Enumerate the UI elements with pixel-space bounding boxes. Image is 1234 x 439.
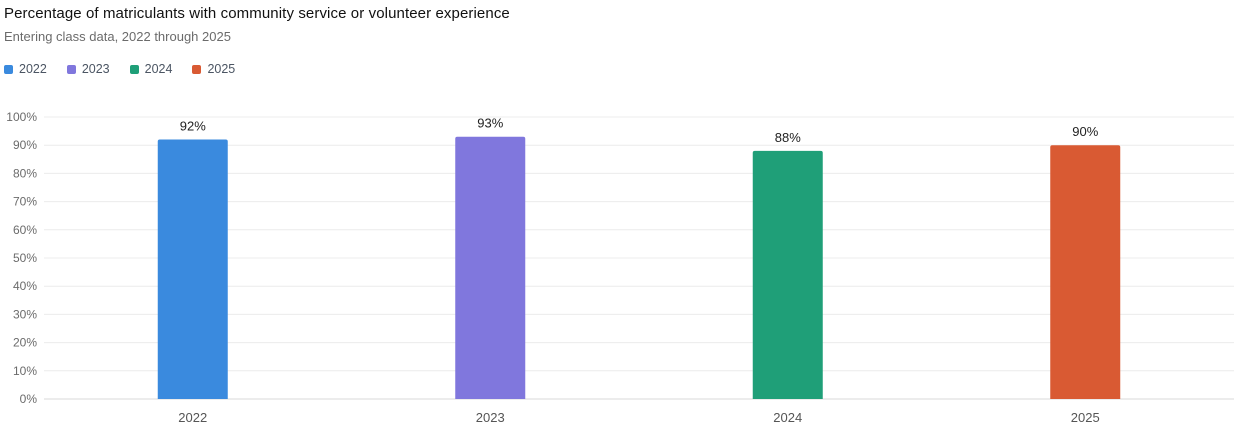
legend-swatch-icon bbox=[4, 64, 13, 74]
x-tick-label: 2022 bbox=[178, 410, 207, 425]
x-tick-label: 2024 bbox=[773, 410, 802, 425]
legend-swatch-icon bbox=[192, 64, 202, 74]
legend-item[interactable]: 2025 bbox=[192, 62, 235, 76]
y-tick-label: 70% bbox=[13, 195, 37, 209]
y-tick-label: 50% bbox=[13, 251, 37, 265]
legend-swatch-icon bbox=[129, 64, 139, 74]
y-tick-label: 30% bbox=[13, 307, 37, 321]
y-tick-label: 80% bbox=[13, 166, 37, 180]
chart-title: Percentage of matriculants with communit… bbox=[4, 5, 510, 22]
bar bbox=[752, 150, 823, 399]
bar bbox=[157, 139, 228, 399]
y-tick-label: 100% bbox=[6, 110, 37, 124]
y-tick-label: 20% bbox=[13, 336, 37, 350]
legend-label: 2025 bbox=[207, 62, 236, 76]
legend-item[interactable]: 2022 bbox=[4, 62, 47, 76]
y-tick-label: 60% bbox=[13, 223, 37, 237]
y-tick-label: 90% bbox=[13, 138, 37, 152]
y-tick-label: 10% bbox=[13, 364, 37, 378]
chart-legend: 2022 2023 2024 2025 bbox=[4, 62, 255, 76]
bar-value-label: 88% bbox=[775, 130, 801, 145]
bar-value-label: 90% bbox=[1072, 124, 1098, 139]
legend-label: 2023 bbox=[81, 62, 110, 76]
chart-subtitle: Entering class data, 2022 through 2025 bbox=[4, 29, 231, 44]
bar bbox=[455, 136, 526, 400]
legend-label: 2022 bbox=[19, 62, 47, 76]
x-tick-label: 2023 bbox=[476, 410, 505, 425]
y-tick-label: 0% bbox=[20, 392, 38, 406]
legend-label: 2024 bbox=[144, 62, 173, 76]
legend-swatch-icon bbox=[66, 64, 76, 74]
legend-item[interactable]: 2023 bbox=[66, 62, 110, 76]
y-tick-label: 40% bbox=[13, 279, 37, 293]
legend-item[interactable]: 2024 bbox=[129, 62, 173, 76]
x-tick-label: 2025 bbox=[1071, 410, 1100, 425]
bar bbox=[1050, 145, 1121, 399]
bar-value-label: 93% bbox=[477, 116, 503, 131]
bar-value-label: 92% bbox=[180, 119, 206, 134]
